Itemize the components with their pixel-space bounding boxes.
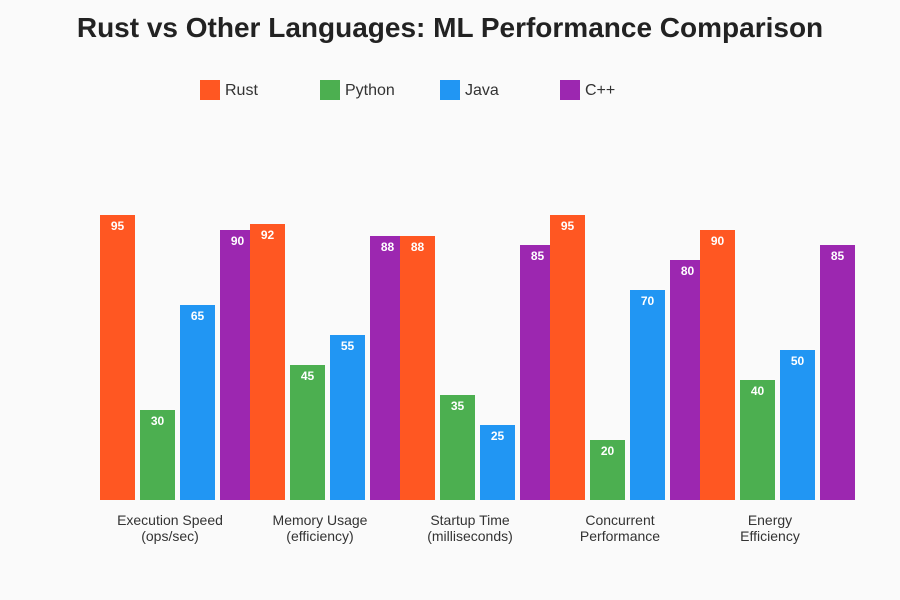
- bar-group-2: 92 45 55 88: [250, 224, 405, 500]
- legend-item-python: Python: [320, 80, 395, 100]
- bar-python-1: [140, 410, 175, 500]
- bar-value-label: 35: [451, 399, 465, 413]
- bars-group: 95 30 65 90 92 45 55 88 88 35 25 85 95 20 70 80 90 40 50 85: [100, 215, 855, 500]
- bar-value-label: 95: [111, 219, 125, 233]
- bar-value-label: 80: [681, 264, 695, 278]
- bar-java-2: [330, 335, 365, 500]
- bar-value-label: 45: [301, 369, 315, 383]
- legend-label-java: Java: [465, 82, 499, 99]
- bar-rust-5: [700, 230, 735, 500]
- bar-value-label: 20: [601, 444, 615, 458]
- bar-rust-3: [400, 236, 435, 500]
- bar-python-5: [740, 380, 775, 500]
- bar-value-label: 90: [711, 234, 725, 248]
- bar-java-1: [180, 305, 215, 500]
- bar-rust-2: [250, 224, 285, 500]
- chart-title: Rust vs Other Languages: ML Performance …: [76, 12, 824, 43]
- bar-value-label: 85: [831, 249, 845, 263]
- bar-value-label: 88: [381, 240, 395, 254]
- bar-value-label: 50: [791, 354, 805, 368]
- legend: Rust Python Java C++: [200, 80, 615, 100]
- category-label: Concurrent Performance: [580, 512, 660, 544]
- category-label: Memory Usage (efficiency): [273, 512, 368, 544]
- legend-label-rust: Rust: [225, 82, 258, 99]
- legend-swatch-python: [320, 80, 340, 100]
- bar-value-label: 70: [641, 294, 655, 308]
- bar-java-3: [480, 425, 515, 500]
- bar-cpp-3: [520, 245, 555, 500]
- legend-item-rust: Rust: [200, 80, 258, 100]
- bar-group-3: 88 35 25 85: [400, 236, 555, 500]
- legend-item-cpp: C++: [560, 80, 615, 100]
- bar-group-5: 90 40 50 85: [700, 230, 855, 500]
- bar-rust-1: [100, 215, 135, 500]
- bar-value-label: 30: [151, 414, 165, 428]
- bar-value-label: 25: [491, 429, 505, 443]
- bar-python-4: [590, 440, 625, 500]
- bar-value-label: 85: [531, 249, 545, 263]
- bar-group-1: 95 30 65 90: [100, 215, 255, 500]
- legend-swatch-rust: [200, 80, 220, 100]
- bar-group-4: 95 20 70 80: [550, 215, 705, 500]
- bar-python-3: [440, 395, 475, 500]
- bar-value-label: 92: [261, 228, 275, 242]
- category-label: Startup Time (milliseconds): [427, 512, 513, 544]
- category-label: Energy Efficiency: [740, 512, 800, 544]
- bar-cpp-1: [220, 230, 255, 500]
- bar-value-label: 90: [231, 234, 245, 248]
- bar-java-4: [630, 290, 665, 500]
- bar-value-label: 65: [191, 309, 205, 323]
- legend-swatch-java: [440, 80, 460, 100]
- bar-value-label: 40: [751, 384, 765, 398]
- legend-label-cpp: C++: [585, 82, 615, 99]
- bar-rust-4: [550, 215, 585, 500]
- bar-value-label: 88: [411, 240, 425, 254]
- category-label: Execution Speed (ops/sec): [117, 512, 223, 544]
- legend-label-python: Python: [345, 82, 395, 99]
- category-axis: Execution Speed (ops/sec) Memory Usage (eff…: [117, 512, 800, 544]
- bar-python-2: [290, 365, 325, 500]
- bar-cpp-5: [820, 245, 855, 500]
- bar-value-label: 55: [341, 339, 355, 353]
- bar-value-label: 95: [561, 219, 575, 233]
- bar-java-5: [780, 350, 815, 500]
- legend-item-java: Java: [440, 80, 499, 100]
- bar-cpp-4: [670, 260, 705, 500]
- bar-cpp-2: [370, 236, 405, 500]
- legend-swatch-cpp: [560, 80, 580, 100]
